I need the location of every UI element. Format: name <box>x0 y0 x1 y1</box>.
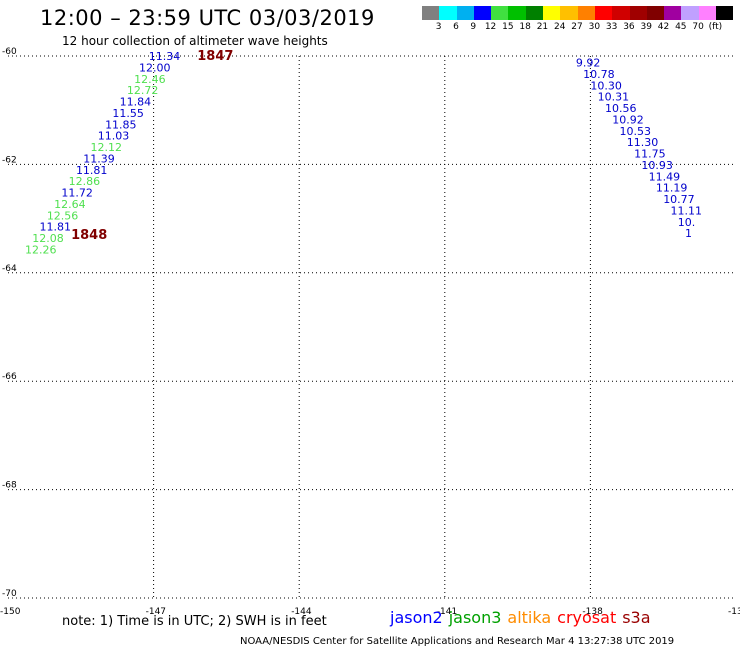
swh-value-label: 10.93 <box>641 159 673 172</box>
mission-cryosat: cryosat <box>557 608 617 627</box>
legend-swatch <box>664 6 682 20</box>
footer-credit: NOAA/NESDIS Center for Satellite Applica… <box>240 636 675 647</box>
legend-swatch <box>646 6 665 20</box>
legend-swatch <box>491 6 509 20</box>
swh-value-label: 12.72 <box>127 84 159 97</box>
swh-value-label: 11.55 <box>112 107 144 120</box>
note-text: note: 1) Time is in UTC; 2) SWH is in fe… <box>62 614 327 629</box>
swh-value-label: 10.56 <box>605 102 637 115</box>
x-tick-label: -138 <box>582 607 603 617</box>
x-tick-label: -13 <box>728 607 740 617</box>
swh-value-label: 11.11 <box>670 204 702 217</box>
swh-value-label: 10.77 <box>663 193 695 206</box>
legend-label: 15 <box>502 22 514 32</box>
swh-value-label: 11.03 <box>98 130 130 143</box>
swh-value-label: 11.81 <box>76 164 108 177</box>
x-tick-label: -144 <box>291 607 312 617</box>
swh-value-label: 10.30 <box>590 79 622 92</box>
swh-value-label: 11.34 <box>149 50 181 63</box>
swh-value-label: 11.84 <box>120 96 152 109</box>
pass-number-label: 1848 <box>71 228 107 243</box>
color-legend-labels: 3 6 9 12 15 18 21 24 27 30 33 36 39 42 45 70 (ft) <box>430 22 724 32</box>
y-tick-label: -64 <box>2 264 17 274</box>
legend-swatch <box>716 6 734 20</box>
swh-value-label: 12.46 <box>134 73 166 86</box>
legend-swatch <box>456 6 474 20</box>
legend-label: 9 <box>470 22 477 32</box>
swh-value-label: 11.85 <box>105 118 137 131</box>
legend-swatch <box>508 6 526 20</box>
swh-value-label: 11.75 <box>634 148 666 161</box>
y-tick-label: -68 <box>2 481 17 491</box>
legend-swatch <box>560 6 578 20</box>
mission-altika: altika <box>507 608 552 627</box>
x-tick-label: -141 <box>437 607 457 617</box>
swh-value-label: 12.00 <box>139 61 171 74</box>
legend-label: 36 <box>623 22 635 32</box>
legend-swatch <box>543 6 561 20</box>
swh-value-label: 11.49 <box>649 170 681 183</box>
color-legend-bar <box>422 6 734 20</box>
swh-value-label: 10.78 <box>583 68 615 81</box>
swh-value-label: 12.64 <box>54 198 86 211</box>
y-tick-label: -60 <box>2 47 17 57</box>
swh-value-label: 12.56 <box>47 209 79 222</box>
x-tick-label: -147 <box>146 607 166 617</box>
legend-label: 30 <box>588 22 601 32</box>
swh-value-label: 10.53 <box>620 125 652 138</box>
legend-swatch <box>439 6 457 20</box>
legend-swatch <box>473 6 492 20</box>
swh-value-label: 11.81 <box>40 221 71 234</box>
legend-swatch <box>594 6 613 20</box>
pass-number-label: 1847 <box>197 49 233 64</box>
swh-value-label: 1 <box>685 227 692 240</box>
legend-label: 24 <box>554 22 566 32</box>
legend-swatch <box>612 6 630 20</box>
swh-value-label: 11.72 <box>61 187 93 200</box>
mission-jason3: jason3 <box>448 608 502 627</box>
chart-title: 12:00 – 23:59 UTC 03/03/2019 <box>40 6 375 30</box>
legend-label: 42 <box>657 22 670 32</box>
swh-value-label: 12.12 <box>91 141 123 154</box>
y-tick-label: -66 <box>2 372 17 382</box>
legend-label: 70 <box>692 22 704 32</box>
legend-label: 6 <box>453 22 459 32</box>
legend-swatch <box>698 6 717 20</box>
y-tick-label: -62 <box>2 155 17 165</box>
swh-value-label: 12.26 <box>25 243 56 256</box>
legend-swatch <box>525 6 544 20</box>
legend-label: 27 <box>571 22 583 32</box>
mission-legend: jason2 jason3 altika cryosat s3a <box>390 608 651 627</box>
swh-value-label: 10.92 <box>612 113 644 126</box>
swh-value-label: 10. <box>678 216 696 229</box>
swh-value-label: 11.19 <box>656 182 688 195</box>
y-tick-label: -70 <box>2 589 17 599</box>
swh-value-label: 12.08 <box>32 232 64 245</box>
chart-subtitle: 12 hour collection of altimeter wave hei… <box>62 34 328 48</box>
swh-value-label: 11.30 <box>627 136 659 149</box>
legend-label: 21 <box>536 22 549 32</box>
swh-value-label: 12.86 <box>69 175 101 188</box>
x-tick-label: -150 <box>0 607 21 617</box>
mission-jason2: jason2 <box>390 608 443 627</box>
legend-swatch <box>422 6 440 20</box>
legend-label: 39 <box>640 22 652 32</box>
legend-label: 3 <box>435 22 442 32</box>
swh-value-label: 10.31 <box>598 91 630 104</box>
legend-swatch <box>681 6 699 20</box>
legend-label: 45 <box>675 22 687 32</box>
legend-label: 12 <box>484 22 497 32</box>
legend-label: 18 <box>519 22 531 32</box>
legend-label: 33 <box>605 22 618 32</box>
swh-value-label: 11.39 <box>83 152 115 165</box>
legend-swatch <box>577 6 595 20</box>
legend-label: (ft) <box>708 22 723 32</box>
swh-value-label: 9.92 <box>576 57 601 70</box>
legend-swatch <box>629 6 647 20</box>
mission-s3a: s3a <box>622 608 651 627</box>
